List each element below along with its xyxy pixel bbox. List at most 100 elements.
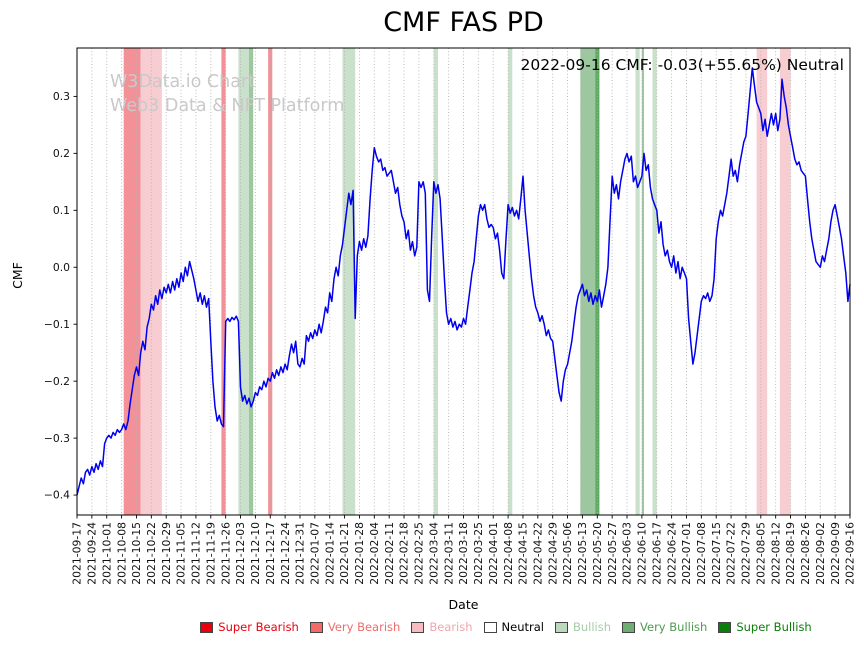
x-tick-label: 2021-11-05 xyxy=(175,522,188,585)
x-tick-label: 2022-08-26 xyxy=(799,522,812,585)
legend-item-super-bullish: Super Bullish xyxy=(718,620,812,634)
x-tick-label: 2022-02-11 xyxy=(383,522,396,585)
signal-band-bullish xyxy=(652,48,657,515)
signal-band-bullish xyxy=(635,48,640,515)
x-tick-label: 2022-06-03 xyxy=(621,522,634,585)
x-tick-label: 2021-12-17 xyxy=(264,522,277,585)
y-tick-label: −0.2 xyxy=(44,375,70,388)
x-tick-label: 2022-01-28 xyxy=(353,522,366,585)
x-tick-label: 2022-06-17 xyxy=(650,522,663,585)
x-tick-label: 2022-07-15 xyxy=(710,522,723,585)
signal-band-bullish xyxy=(433,48,438,515)
x-tick-label: 2022-03-25 xyxy=(472,522,485,585)
x-tick-label: 2022-03-11 xyxy=(442,522,455,585)
x-tick-label: 2021-10-01 xyxy=(100,522,113,585)
signal-band-very_bearish xyxy=(268,48,273,515)
legend-label-very-bullish: Very Bullish xyxy=(640,620,708,634)
x-tick-label: 2022-02-18 xyxy=(398,522,411,585)
super-bearish-swatch-icon xyxy=(200,621,214,633)
signal-band-bullish xyxy=(342,48,356,515)
x-tick-label: 2022-05-13 xyxy=(576,522,589,585)
x-tick-label: 2022-09-09 xyxy=(829,522,842,585)
signal-band-very_bullish xyxy=(249,48,254,515)
y-tick-label: −0.3 xyxy=(44,432,70,445)
y-tick-label: −0.1 xyxy=(44,318,70,331)
x-tick-label: 2022-08-12 xyxy=(769,522,782,585)
signal-band-bearish xyxy=(756,48,768,515)
legend-label-very-bearish: Very Bearish xyxy=(327,620,401,634)
signal-band-very_bearish xyxy=(123,48,141,515)
legend-item-very-bullish: Very Bullish xyxy=(622,620,707,634)
legend-label-bearish: Bearish xyxy=(429,620,473,634)
legend-label-neutral: Neutral xyxy=(501,620,544,634)
y-tick-label: 0.2 xyxy=(53,147,70,160)
x-tick-label: 2022-04-29 xyxy=(546,522,559,585)
x-tick-label: 2021-11-12 xyxy=(190,522,203,585)
x-tick-label: 2022-07-01 xyxy=(680,522,693,585)
x-tick-label: 2021-12-10 xyxy=(249,522,262,585)
x-tick-label: 2021-12-24 xyxy=(279,522,292,585)
legend-label-super-bullish: Super Bullish xyxy=(736,620,812,634)
watermark-line2: Web3 Data & NFT Platform xyxy=(110,96,345,116)
legend-label-bullish: Bullish xyxy=(572,620,612,634)
y-tick-label: 0.0 xyxy=(53,261,70,274)
latest-cmf-annotation: 2022-09-16 CMF: -0.03(+55.65%) Neutral xyxy=(520,56,845,74)
x-tick-label: 2021-10-08 xyxy=(115,522,128,585)
watermark: W3Data.io Chart Web3 Data & NFT Platform xyxy=(110,70,344,118)
x-tick-label: 2021-12-31 xyxy=(294,522,307,585)
y-tick-label: −0.4 xyxy=(44,489,70,502)
bearish-swatch-icon xyxy=(411,621,425,633)
plot-frame xyxy=(76,47,851,516)
x-tick-label: 2021-10-15 xyxy=(130,522,143,585)
x-tick-label: 2022-01-07 xyxy=(309,522,322,585)
legend-item-very-bearish: Very Bearish xyxy=(309,620,401,634)
x-tick-label: 2022-04-22 xyxy=(531,522,544,585)
x-tick-label: 2022-05-20 xyxy=(591,522,604,585)
x-tick-label: 2022-04-15 xyxy=(517,522,530,585)
cmf-line-series xyxy=(76,67,851,496)
signal-band-very_bearish xyxy=(221,48,226,515)
x-tick-label: 2022-04-01 xyxy=(487,522,500,585)
very-bullish-swatch-icon xyxy=(622,621,636,633)
y-tick-label: 0.1 xyxy=(53,204,70,217)
x-tick-label: 2022-07-22 xyxy=(725,522,738,585)
legend-label-super-bearish: Super Bearish xyxy=(218,620,299,634)
watermark-line1: W3Data.io Chart xyxy=(110,72,256,92)
x-tick-label: 2022-07-29 xyxy=(740,522,753,585)
x-tick-label: 2021-11-19 xyxy=(204,522,217,585)
signal-band-super_bullish xyxy=(595,48,600,515)
x-tick-label: 2021-09-24 xyxy=(86,522,99,585)
legend-item-neutral: Neutral xyxy=(483,620,544,634)
x-tick-label: 2022-09-16 xyxy=(844,522,857,585)
chart-title: CMF FAS PD xyxy=(383,7,544,38)
signal-band-very_bullish xyxy=(580,48,596,515)
x-tick-label: 2022-08-19 xyxy=(784,522,797,585)
x-tick-label: 2022-05-27 xyxy=(606,522,619,585)
x-tick-label: 2021-12-03 xyxy=(234,522,247,585)
x-tick-label: 2022-03-18 xyxy=(457,522,470,585)
x-tick-label: 2022-07-08 xyxy=(695,522,708,585)
x-tick-label: 2021-09-17 xyxy=(71,522,84,585)
signal-band-bullish xyxy=(508,48,513,515)
neutral-swatch-icon xyxy=(483,621,497,633)
x-tick-label: 2022-06-24 xyxy=(665,522,678,585)
legend-item-bearish: Bearish xyxy=(411,620,473,634)
legend: Super Bearish Very Bearish Bearish Neutr… xyxy=(150,620,862,634)
x-tick-label: 2022-03-04 xyxy=(427,522,440,585)
signal-band-very_bullish xyxy=(641,48,644,515)
bullish-swatch-icon xyxy=(554,621,568,633)
y-tick-label: 0.3 xyxy=(53,90,70,103)
very-bearish-swatch-icon xyxy=(309,621,323,633)
x-tick-label: 2022-09-02 xyxy=(814,522,827,585)
x-axis-label: Date xyxy=(448,597,479,612)
x-tick-label: 2021-10-29 xyxy=(160,522,173,585)
super-bullish-swatch-icon xyxy=(718,621,732,633)
x-tick-label: 2021-11-26 xyxy=(219,522,232,585)
signal-band-bullish xyxy=(238,48,249,515)
x-tick-label: 2022-05-06 xyxy=(561,522,574,585)
legend-item-bullish: Bullish xyxy=(554,620,612,634)
legend-item-super-bearish: Super Bearish xyxy=(200,620,299,634)
x-tick-label: 2022-08-05 xyxy=(754,522,767,585)
